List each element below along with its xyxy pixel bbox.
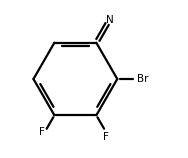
Text: F: F [103, 132, 109, 142]
Text: F: F [39, 127, 45, 137]
Text: N: N [106, 15, 113, 25]
Text: Br: Br [137, 74, 149, 84]
